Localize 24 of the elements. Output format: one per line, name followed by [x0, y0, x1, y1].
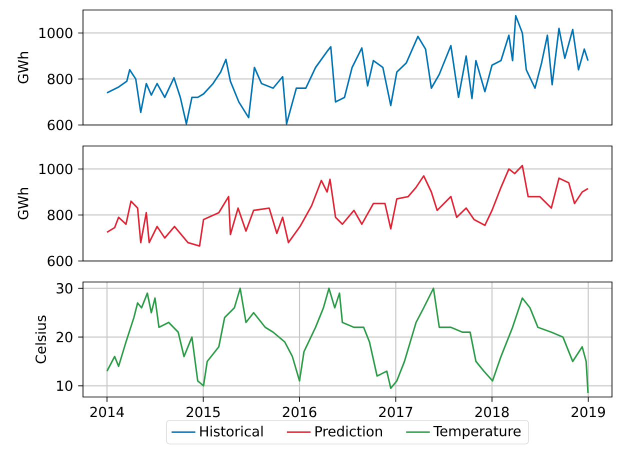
x-tick-label: 2018	[475, 406, 509, 418]
y-tick-label: 800	[48, 74, 72, 84]
y-axis-title: GWh	[18, 188, 28, 220]
line-series	[106, 288, 589, 394]
x-tick-label: 2017	[379, 406, 412, 418]
y-tick-label: 600	[48, 120, 72, 130]
text: Historical	[200, 426, 263, 437]
y-axis-title: GWh	[18, 52, 28, 84]
y-tick-label: 1000	[39, 164, 72, 174]
legend-label: Temperature	[433, 426, 521, 440]
y-axis-title: Celsius	[35, 316, 46, 364]
x-tick-label: 2015	[186, 406, 220, 418]
y-tick-label: 800	[48, 210, 72, 220]
line-series	[106, 164, 589, 247]
y-tick-label: 600	[48, 256, 72, 266]
y-tick-label: 20	[56, 332, 72, 342]
x-tick-label: 2019	[572, 406, 605, 418]
y-tick-label: 10	[57, 380, 72, 392]
text: Prediction	[316, 426, 382, 437]
line-series	[106, 14, 589, 125]
x-tick-label: 2014	[90, 406, 124, 418]
y-tick-label: 1000	[39, 28, 72, 38]
y-tick-label: 30	[56, 283, 72, 294]
x-tick-label: 2016	[282, 406, 316, 418]
